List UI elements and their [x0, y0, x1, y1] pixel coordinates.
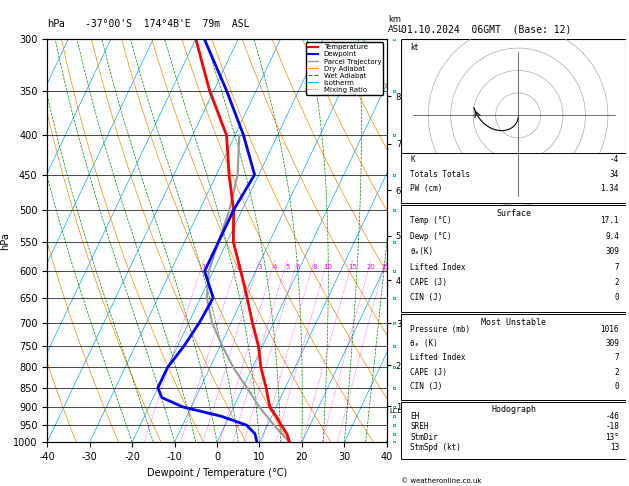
Text: 1016: 1016 [601, 325, 619, 334]
Text: 5: 5 [285, 264, 289, 270]
Text: Hodograph: Hodograph [491, 405, 536, 415]
Text: StmDir: StmDir [410, 433, 438, 442]
Text: 6: 6 [296, 264, 300, 270]
Text: K: K [410, 155, 415, 164]
Text: 2: 2 [615, 367, 619, 377]
Text: CIN (J): CIN (J) [410, 382, 443, 391]
Text: -18: -18 [605, 422, 619, 431]
Text: 1: 1 [202, 264, 206, 270]
Text: 20: 20 [367, 264, 376, 270]
Text: CAPE (J): CAPE (J) [410, 278, 447, 287]
Y-axis label: hPa: hPa [0, 232, 10, 249]
Text: 8: 8 [312, 264, 317, 270]
Text: StmSpd (kt): StmSpd (kt) [410, 443, 461, 452]
Text: Most Unstable: Most Unstable [481, 318, 546, 327]
Text: 25: 25 [381, 264, 390, 270]
Text: 1.34: 1.34 [601, 185, 619, 193]
Text: 7: 7 [615, 262, 619, 272]
Text: 9.4: 9.4 [605, 232, 619, 241]
Text: 34: 34 [610, 170, 619, 179]
Text: 309: 309 [605, 247, 619, 256]
Text: θₑ(K): θₑ(K) [410, 247, 433, 256]
Text: hPa: hPa [47, 19, 65, 30]
Text: Lifted Index: Lifted Index [410, 353, 466, 363]
Text: 10: 10 [323, 264, 332, 270]
Bar [401, 205, 626, 312]
Text: 13°: 13° [605, 433, 619, 442]
Bar [401, 39, 626, 201]
Text: 2: 2 [615, 278, 619, 287]
Text: 2: 2 [236, 264, 240, 270]
Text: 0: 0 [615, 294, 619, 302]
Text: -4: -4 [610, 155, 619, 164]
Text: km
ASL: km ASL [388, 15, 404, 34]
Text: SREH: SREH [410, 422, 429, 431]
Text: © weatheronline.co.uk: © weatheronline.co.uk [401, 478, 482, 484]
Text: 3: 3 [257, 264, 262, 270]
Text: 15: 15 [348, 264, 357, 270]
Text: PW (cm): PW (cm) [410, 185, 443, 193]
Text: 17.1: 17.1 [601, 216, 619, 225]
Text: -46: -46 [605, 412, 619, 420]
Text: 01.10.2024  06GMT  (Base: 12): 01.10.2024 06GMT (Base: 12) [401, 24, 572, 35]
Text: Dewp (°C): Dewp (°C) [410, 232, 452, 241]
Text: kt: kt [410, 43, 418, 52]
Legend: Temperature, Dewpoint, Parcel Trajectory, Dry Adiabat, Wet Adiabat, Isotherm, Mi: Temperature, Dewpoint, Parcel Trajectory… [306, 42, 383, 95]
Text: CIN (J): CIN (J) [410, 294, 443, 302]
Text: Surface: Surface [496, 208, 531, 218]
Text: LCL: LCL [390, 408, 403, 414]
Bar [401, 402, 626, 459]
Text: 4: 4 [273, 264, 277, 270]
Text: EH: EH [410, 412, 420, 420]
Text: Totals Totals: Totals Totals [410, 170, 470, 179]
Text: 0: 0 [615, 382, 619, 391]
Text: Lifted Index: Lifted Index [410, 262, 466, 272]
Text: 7: 7 [615, 353, 619, 363]
X-axis label: Dewpoint / Temperature (°C): Dewpoint / Temperature (°C) [147, 468, 287, 478]
Text: -37°00'S  174°4B'E  79m  ASL: -37°00'S 174°4B'E 79m ASL [85, 19, 250, 30]
Bar [401, 314, 626, 399]
Text: Temp (°C): Temp (°C) [410, 216, 452, 225]
Bar [401, 153, 626, 203]
Text: CAPE (J): CAPE (J) [410, 367, 447, 377]
Text: Pressure (mb): Pressure (mb) [410, 325, 470, 334]
Text: 13: 13 [610, 443, 619, 452]
Text: 309: 309 [605, 339, 619, 348]
Text: θₑ (K): θₑ (K) [410, 339, 438, 348]
